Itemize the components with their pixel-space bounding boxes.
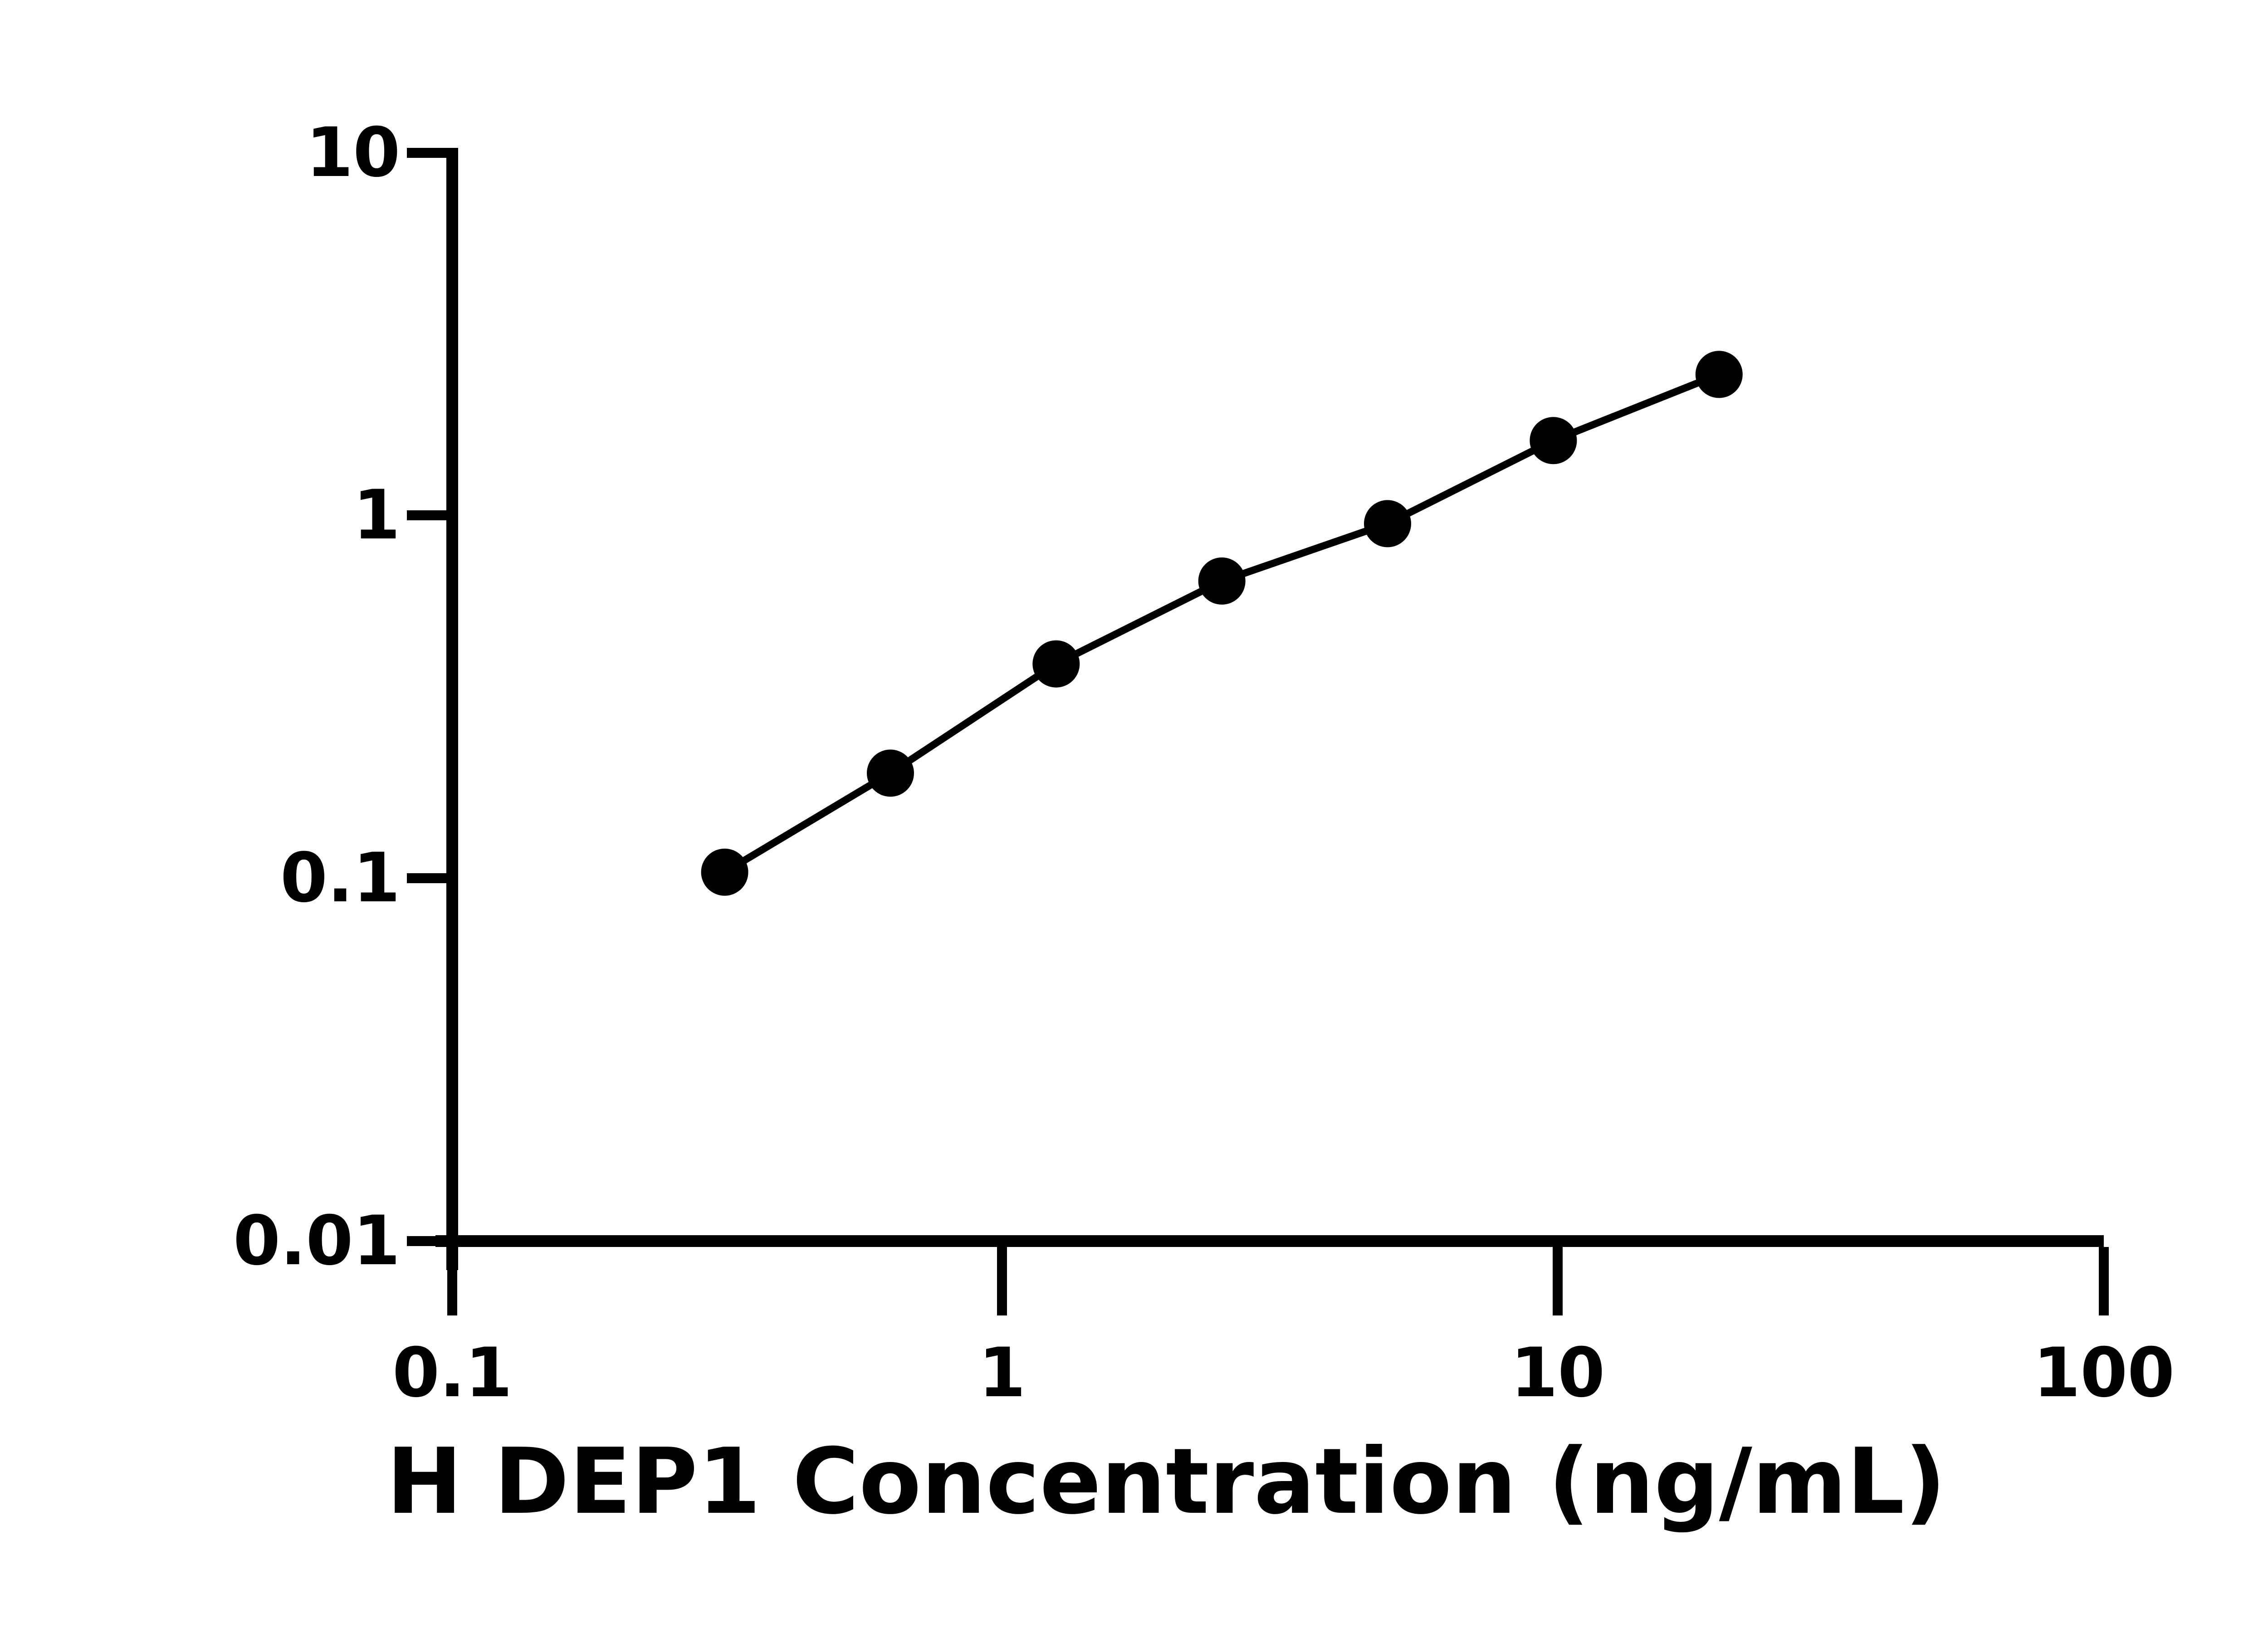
data-point xyxy=(1695,351,1743,398)
data-point xyxy=(867,749,914,797)
x-tick-label-10: 10 xyxy=(1510,1334,1605,1413)
y-tick-label-0.01: 0.01 xyxy=(233,1202,401,1281)
x-tick-label-100: 100 xyxy=(2033,1334,2175,1413)
y-tick-label-0.1: 0.1 xyxy=(280,839,401,918)
data-point xyxy=(701,848,748,896)
x-tick-label-1: 1 xyxy=(978,1334,1026,1413)
data-point xyxy=(1198,557,1246,605)
data-point xyxy=(1530,417,1577,464)
x-axis-title: H DEP1 Concentration (ng/mL) xyxy=(386,1429,1946,1535)
data-point-markers xyxy=(701,351,1743,896)
x-axis-ticks xyxy=(447,1241,2109,1315)
data-point xyxy=(1364,500,1411,548)
data-point xyxy=(1032,640,1080,688)
y-tick-label-10: 10 xyxy=(306,113,400,192)
x-tick-label-0.1: 0.1 xyxy=(392,1334,513,1413)
y-tick-label-1: 1 xyxy=(353,476,400,555)
